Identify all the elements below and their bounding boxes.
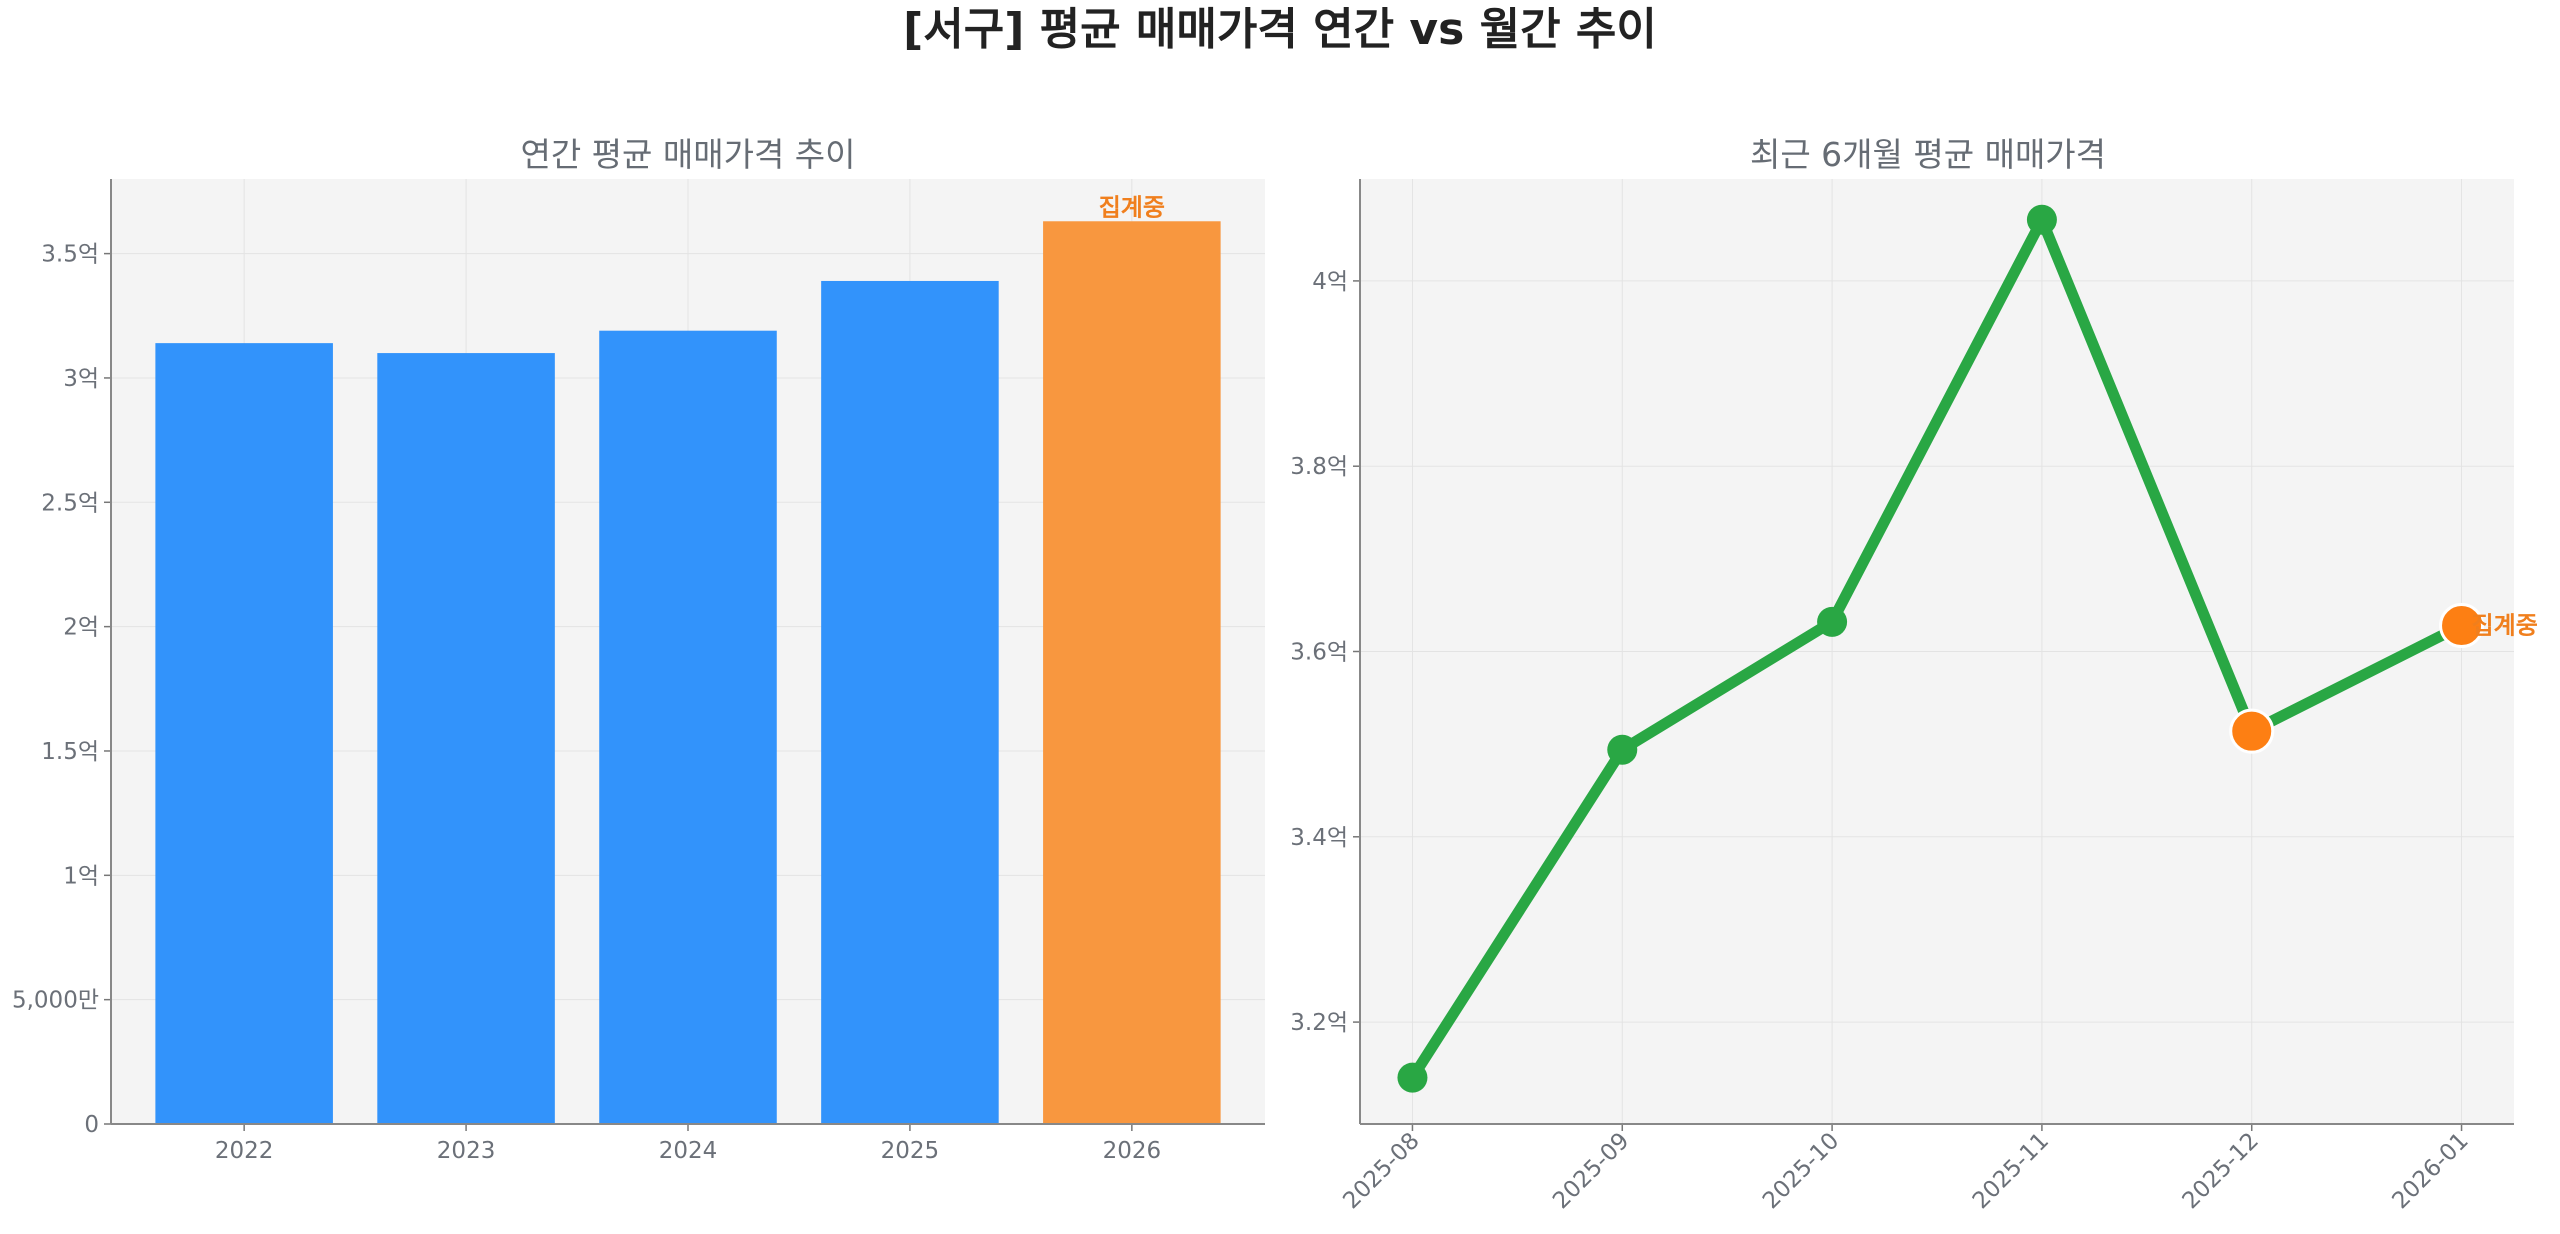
line-annotation: 집계중	[2472, 612, 2538, 640]
bar-y-tick-label: 5,000만	[12, 988, 99, 1014]
line-chart-title: 최근 6개월 평균 매매가격	[1750, 135, 2106, 174]
bar-x-tick-label: 2024	[659, 1138, 718, 1164]
line-y-tick-label: 3.6억	[1290, 640, 1348, 666]
line-y-tick-label: 4억	[1312, 269, 1348, 295]
bar-x-tick-label: 2022	[215, 1138, 274, 1164]
annual-bar-chart: 연간 평균 매매가격 추이 집계중 0 5,000만 1억 1.5억 2억 2.5억 3억 3…	[12, 135, 1265, 1164]
line-x-tick-label: 2025-12	[2178, 1128, 2264, 1214]
bar-annotation: 집계중	[1099, 193, 1165, 221]
bar-2026	[1043, 221, 1221, 1125]
line-x-tick-label: 2025-09	[1548, 1128, 1634, 1214]
line-point-2025-08	[1397, 1062, 1428, 1093]
bar-y-tick-label: 1.5억	[41, 739, 99, 765]
bar-tick-labels: 0 5,000만 1억 1.5억 2억 2.5억 3억 3.5억 2022 2023 2024 202…	[12, 242, 1161, 1164]
line-axes	[1353, 179, 2514, 1131]
bar-y-tick-label: 1억	[63, 863, 99, 889]
bar-y-tick-label: 3억	[63, 366, 99, 392]
bar-2022	[155, 343, 333, 1124]
line-series: 집계중	[1397, 204, 2538, 1093]
bar-2023	[377, 353, 555, 1124]
line-point-2025-12	[2229, 708, 2275, 754]
line-y-tick-label: 3.8억	[1290, 454, 1348, 480]
monthly-line-chart: 최근 6개월 평균 매매가격 집계중 3.2억 3.4억 3.6억 3.8억 4억 202…	[1290, 135, 2538, 1214]
bar-chart-title: 연간 평균 매매가격 추이	[520, 135, 855, 174]
line-x-tick-label: 2025-10	[1758, 1128, 1844, 1214]
bar-y-tick-label: 2.5억	[41, 490, 99, 516]
line-point-2025-11	[2026, 204, 2057, 235]
bar-series: 집계중	[155, 193, 1221, 1125]
line-point-2025-10	[1817, 606, 1848, 637]
line-point-2025-09	[1607, 734, 1638, 765]
line-x-tick-label: 2025-11	[1968, 1128, 2054, 1214]
bar-x-tick-label: 2023	[437, 1138, 496, 1164]
line-gridlines	[1360, 179, 2514, 1124]
line-x-tick-label: 2026-01	[2387, 1128, 2473, 1214]
bar-2025	[821, 280, 999, 1124]
bar-y-tick-label: 2억	[63, 615, 99, 641]
bar-y-tick-label: 0	[84, 1112, 99, 1138]
line-series-path	[1406, 214, 2468, 1084]
bar-2024	[599, 330, 777, 1124]
line-y-tick-label: 3.4억	[1290, 825, 1348, 851]
line-x-tick-label: 2025-08	[1338, 1128, 1424, 1214]
bar-x-tick-label: 2026	[1103, 1138, 1162, 1164]
line-point-2026-01	[2439, 603, 2485, 649]
bar-x-tick-label: 2025	[881, 1138, 940, 1164]
bar-axes	[104, 179, 1265, 1131]
line-y-tick-label: 3.2억	[1290, 1010, 1348, 1036]
bar-y-tick-label: 3.5억	[41, 242, 99, 268]
figure-title: [서구] 평균 매매가격 연간 vs 월간 추이	[903, 4, 1657, 55]
